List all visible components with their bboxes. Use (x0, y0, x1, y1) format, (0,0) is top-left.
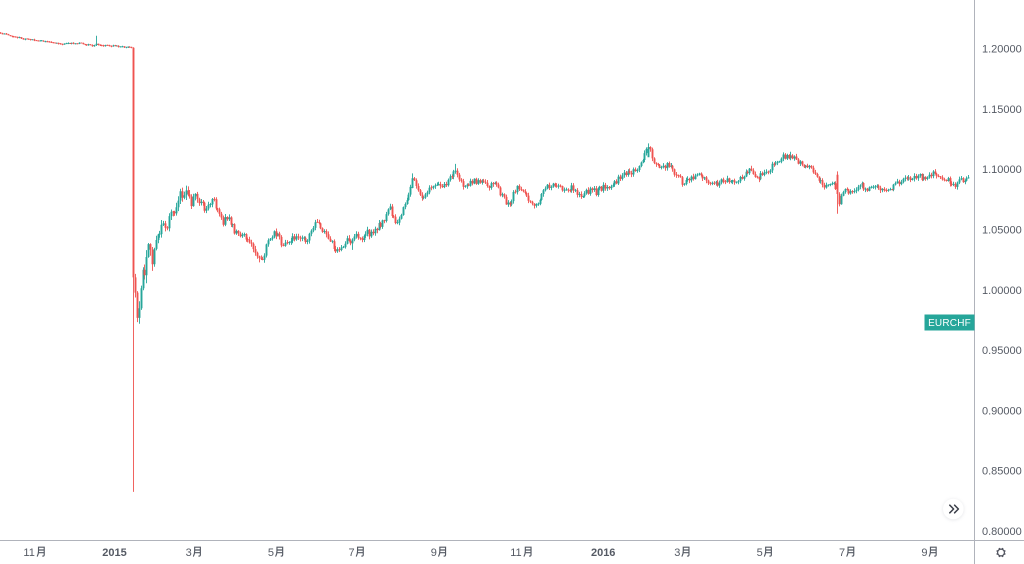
svg-text:2016: 2016 (591, 547, 615, 559)
svg-text:9: 9 (921, 547, 927, 559)
svg-text:7: 7 (349, 547, 355, 559)
svg-text:0.80000: 0.80000 (982, 526, 1022, 538)
svg-text:3: 3 (674, 547, 680, 559)
svg-text:1.15000: 1.15000 (982, 104, 1022, 116)
svg-text:5: 5 (757, 547, 763, 559)
svg-text:1.10000: 1.10000 (982, 164, 1022, 176)
svg-text:EURCHF: EURCHF (928, 318, 971, 329)
svg-text:2015: 2015 (102, 547, 126, 559)
svg-text:1.20000: 1.20000 (982, 44, 1022, 56)
svg-text:11: 11 (510, 547, 521, 559)
svg-text:0.95000: 0.95000 (982, 345, 1022, 357)
svg-text:0.90000: 0.90000 (982, 405, 1022, 417)
svg-text:7: 7 (839, 547, 845, 559)
svg-text:3: 3 (186, 547, 192, 559)
svg-text:1.00000: 1.00000 (982, 285, 1022, 297)
svg-text:1.05000: 1.05000 (982, 225, 1022, 237)
svg-text:0.85000: 0.85000 (982, 466, 1022, 478)
svg-text:9: 9 (431, 547, 437, 559)
svg-text:11: 11 (23, 547, 34, 559)
svg-text:5: 5 (268, 547, 274, 559)
